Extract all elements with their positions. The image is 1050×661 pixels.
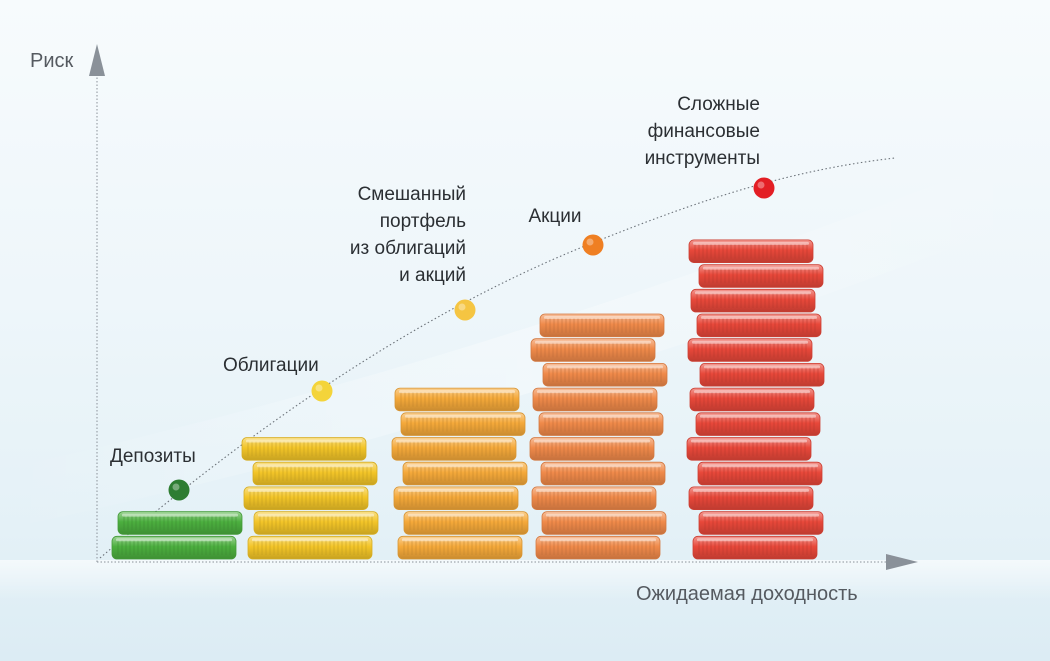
coin	[541, 511, 667, 535]
coin	[692, 535, 818, 560]
risk-dot-complex	[753, 177, 775, 199]
risk-curve	[99, 157, 896, 559]
label-line: портфель	[380, 211, 466, 232]
coin	[539, 313, 665, 338]
coin	[698, 511, 824, 535]
label-line: Смешанный	[358, 184, 466, 205]
coin	[535, 535, 661, 560]
coin-stack-mixed	[391, 387, 529, 560]
background-light-streak	[0, 140, 1050, 530]
x-axis-label: Ожидаемая доходность	[636, 583, 858, 605]
coin	[393, 486, 519, 510]
label-deposits: Депозиты	[110, 446, 196, 467]
coin	[687, 338, 813, 362]
label-line: и акций	[399, 265, 466, 286]
label-line: Акции	[528, 206, 581, 227]
label-complex: Сложные финансовые инструменты	[645, 94, 760, 169]
coin	[689, 387, 815, 412]
coin	[529, 437, 655, 461]
risk-dot-stocks	[582, 234, 604, 256]
coin	[402, 461, 528, 486]
coin	[538, 412, 664, 436]
x-axis-arrow-icon	[886, 554, 918, 570]
coin	[241, 437, 367, 461]
coin	[542, 362, 668, 387]
coin	[247, 535, 373, 560]
coin-stack-stocks	[529, 313, 668, 560]
label-line: финансовые	[648, 121, 760, 142]
coin	[695, 412, 821, 436]
coin-stack-bonds	[241, 437, 379, 560]
y-axis-label: Риск	[30, 50, 74, 72]
coin	[697, 461, 823, 486]
coin	[690, 288, 816, 313]
label-line: из облигаций	[350, 238, 466, 259]
category-labels: Депозиты Облигации Смешанный портфель из обл…	[110, 94, 760, 467]
coin	[699, 362, 825, 387]
coin	[540, 461, 666, 486]
coin	[532, 387, 658, 412]
label-mixed: Смешанный портфель из облигаций и акций	[350, 184, 466, 286]
label-line: Депозиты	[110, 446, 196, 467]
coin	[391, 437, 517, 461]
coin-stacks	[111, 239, 825, 560]
label-line: инструменты	[645, 148, 760, 169]
risk-dot-bonds	[311, 380, 333, 402]
coin	[253, 511, 379, 535]
coin	[252, 461, 378, 486]
floor-glow	[0, 560, 1050, 600]
label-bonds: Облигации	[223, 355, 319, 376]
coin	[531, 486, 657, 510]
label-line: Сложные	[677, 94, 760, 115]
risk-dot-deposits	[168, 479, 190, 501]
coin	[394, 387, 520, 412]
label-line: Облигации	[223, 355, 319, 376]
y-axis-arrow-icon	[89, 44, 105, 76]
coin	[403, 511, 529, 535]
coin	[117, 511, 243, 535]
coin	[530, 338, 656, 362]
coin	[111, 535, 237, 560]
coin	[688, 486, 814, 510]
risk-dots	[168, 177, 775, 501]
coin	[686, 437, 812, 461]
coin	[400, 412, 526, 436]
coin-stack-deposits	[111, 511, 243, 560]
label-stocks: Акции	[528, 206, 581, 227]
coin-stack-complex	[686, 239, 825, 560]
coin	[397, 535, 523, 560]
coin	[243, 486, 369, 510]
risk-dot-mixed	[454, 299, 476, 321]
coin	[698, 264, 824, 288]
coin	[696, 313, 822, 338]
coin	[688, 239, 814, 263]
axes: Риск Ожидаемая доходность	[30, 44, 918, 605]
